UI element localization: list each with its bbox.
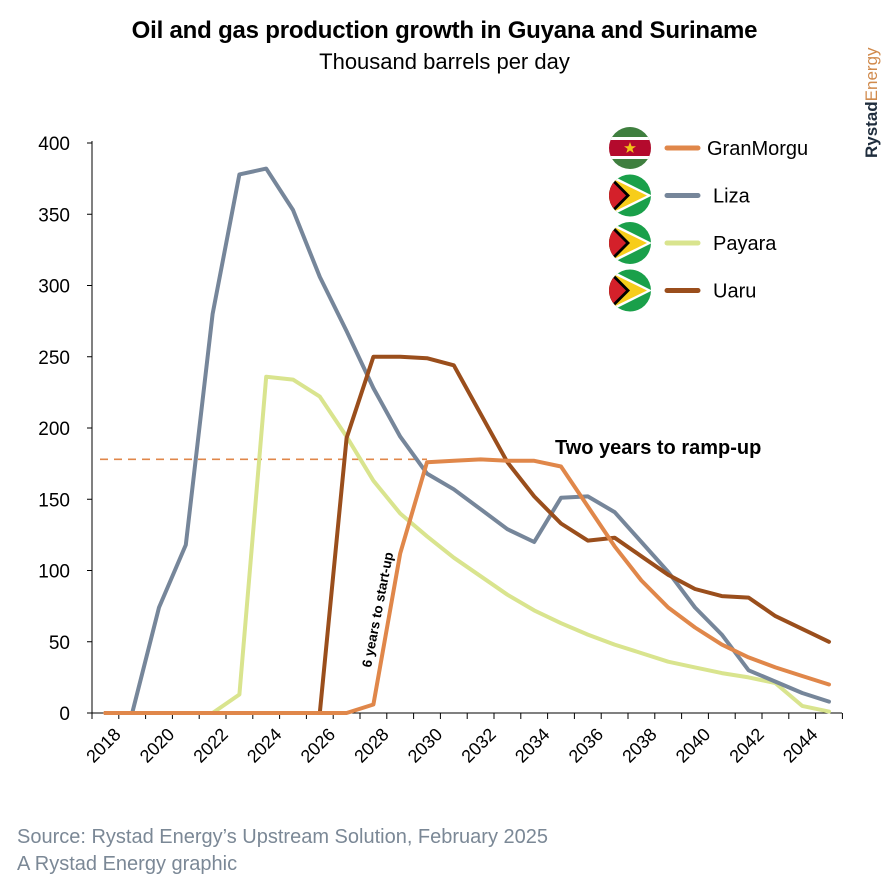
x-tick-label: 2038 bbox=[618, 724, 660, 766]
y-tick-label: 100 bbox=[38, 562, 70, 583]
y-tick-label: 400 bbox=[38, 134, 70, 155]
x-tick-label: 2032 bbox=[457, 724, 499, 766]
x-tick-label: 2026 bbox=[297, 724, 339, 766]
guyana-flag-icon bbox=[608, 174, 652, 218]
y-tick-label: 0 bbox=[59, 704, 70, 725]
x-tick-label: 2040 bbox=[672, 724, 714, 766]
y-tick-label: 150 bbox=[38, 490, 70, 511]
legend-label: Uaru bbox=[713, 281, 756, 303]
series-line-liza bbox=[103, 166, 831, 715]
x-tick-label: 2020 bbox=[136, 724, 178, 766]
guyana-flag-icon bbox=[608, 269, 652, 313]
annotation-ramp-up: Two years to ramp-up bbox=[555, 437, 761, 459]
series-lines bbox=[103, 166, 831, 715]
legend-label: GranMorgu bbox=[707, 138, 808, 160]
legend-label: Liza bbox=[713, 186, 751, 208]
legend-item-payara: Payara bbox=[608, 221, 777, 265]
x-tick-label: 2022 bbox=[189, 724, 231, 766]
x-tick-label: 2024 bbox=[243, 724, 285, 766]
y-tick-label: 350 bbox=[38, 205, 70, 226]
series-line-payara bbox=[103, 374, 831, 715]
credit-note: A Rystad Energy graphic bbox=[17, 853, 238, 875]
x-tick-label: 2044 bbox=[779, 724, 821, 766]
y-tick-label: 200 bbox=[38, 419, 70, 440]
legend-label: Payara bbox=[713, 233, 777, 255]
y-tick-label: 50 bbox=[49, 633, 70, 654]
legend-item-liza: Liza bbox=[608, 174, 751, 218]
series-line-uaru bbox=[103, 354, 831, 715]
x-tick-label: 2018 bbox=[82, 724, 124, 766]
y-tick-label: 250 bbox=[38, 348, 70, 369]
chart-subtitle: Thousand barrels per day bbox=[319, 49, 570, 74]
y-tick-label: 300 bbox=[38, 277, 70, 298]
x-tick-label: 2028 bbox=[350, 724, 392, 766]
x-tick-label: 2034 bbox=[511, 724, 553, 766]
series-line-granmorgu bbox=[103, 457, 831, 715]
legend-item-uaru: Uaru bbox=[608, 269, 756, 313]
legend-item-granmorgu: GranMorgu bbox=[608, 126, 808, 170]
suriname-flag-icon bbox=[608, 126, 652, 170]
chart-title: Oil and gas production growth in Guyana … bbox=[131, 17, 758, 44]
x-tick-label: 2042 bbox=[725, 724, 767, 766]
guyana-flag-icon bbox=[608, 221, 652, 265]
source-note: Source: Rystad Energy’s Upstream Solutio… bbox=[17, 826, 549, 848]
x-tick-label: 2036 bbox=[565, 724, 607, 766]
legend: GranMorgu Liza Payara Uaru bbox=[608, 126, 808, 313]
x-tick-label: 2030 bbox=[404, 724, 446, 766]
